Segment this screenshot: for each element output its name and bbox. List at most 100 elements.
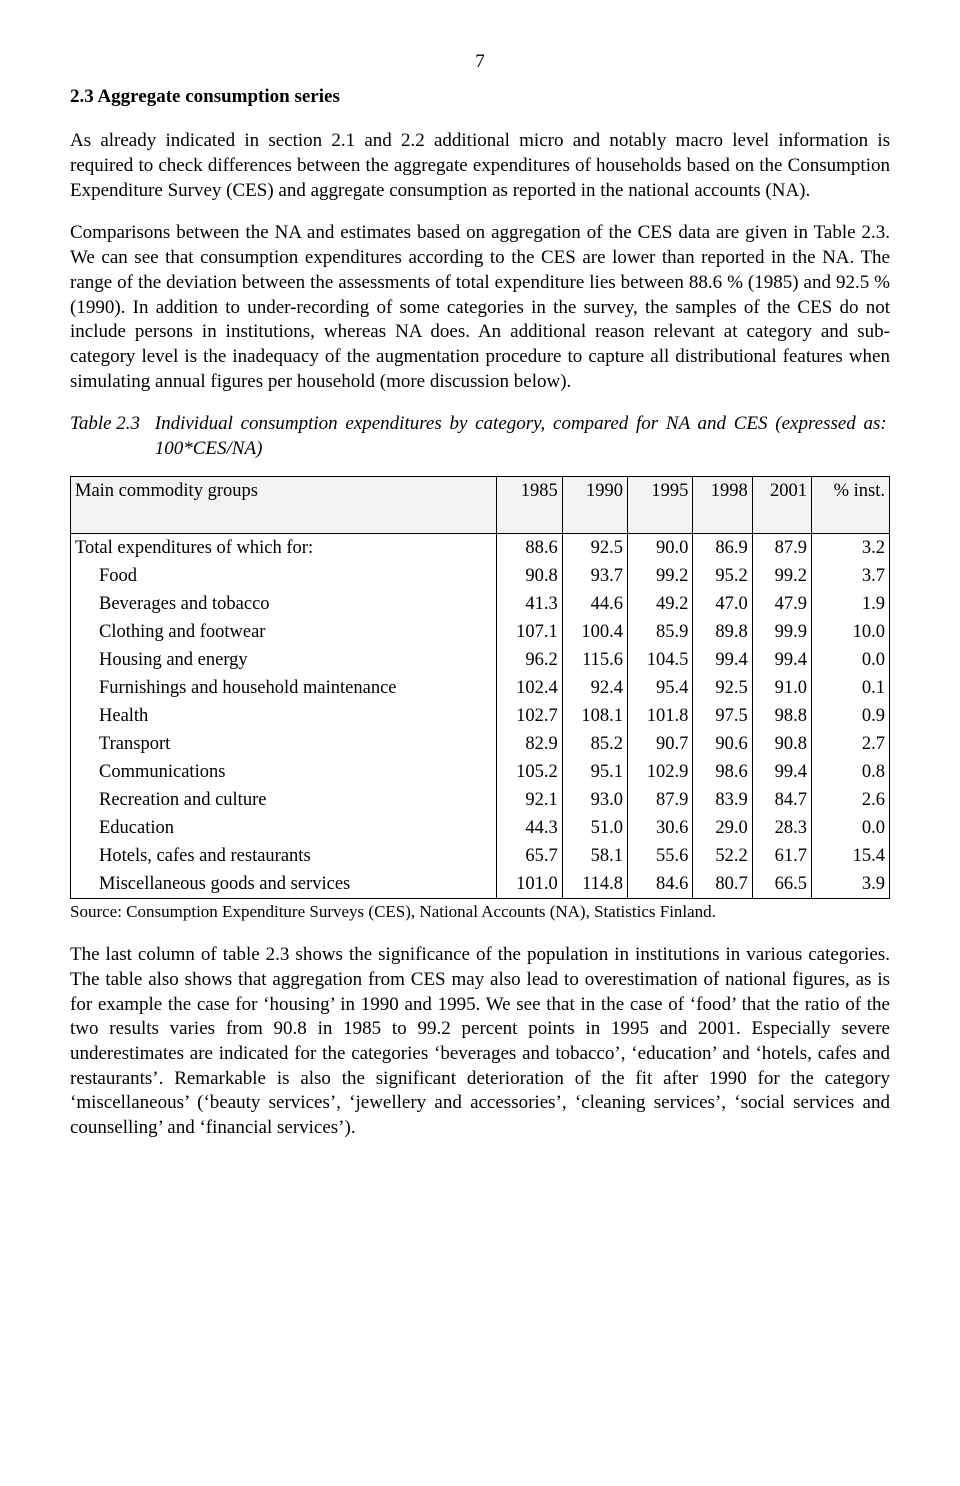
row-label: Miscellaneous goods and services	[71, 870, 497, 899]
row-label: Hotels, cafes and restaurants	[71, 842, 497, 870]
cell-value: 10.0	[812, 618, 890, 646]
row-label: Recreation and culture	[71, 786, 497, 814]
cell-value: 61.7	[752, 842, 811, 870]
cell-value: 87.9	[628, 786, 693, 814]
table-row: Communications105.295.1102.998.699.40.8	[71, 758, 890, 786]
data-table: Main commodity groups 1985 1990 1995 199…	[70, 476, 890, 900]
cell-value: 0.9	[812, 702, 890, 730]
cell-value: 0.0	[812, 646, 890, 674]
col-header-1990: 1990	[562, 476, 627, 533]
cell-value: 107.1	[497, 618, 562, 646]
cell-value: 85.9	[628, 618, 693, 646]
cell-value: 66.5	[752, 870, 811, 899]
row-label: Housing and energy	[71, 646, 497, 674]
cell-value: 85.2	[562, 730, 627, 758]
cell-value: 41.3	[497, 590, 562, 618]
cell-value: 83.9	[693, 786, 752, 814]
cell-value: 102.7	[497, 702, 562, 730]
cell-value: 47.9	[752, 590, 811, 618]
cell-value: 65.7	[497, 842, 562, 870]
table-row: Education44.351.030.629.028.30.0	[71, 814, 890, 842]
cell-value: 2.6	[812, 786, 890, 814]
cell-value: 55.6	[628, 842, 693, 870]
table-row: Transport82.985.290.790.690.82.7	[71, 730, 890, 758]
row-label: Furnishings and household maintenance	[71, 674, 497, 702]
cell-value: 52.2	[693, 842, 752, 870]
cell-value: 104.5	[628, 646, 693, 674]
cell-value: 51.0	[562, 814, 627, 842]
cell-value: 44.3	[497, 814, 562, 842]
cell-value: 86.9	[693, 533, 752, 562]
cell-value: 0.0	[812, 814, 890, 842]
table-row: Clothing and footwear107.1100.485.989.89…	[71, 618, 890, 646]
cell-value: 88.6	[497, 533, 562, 562]
cell-value: 3.7	[812, 562, 890, 590]
paragraph-3: The last column of table 2.3 shows the s…	[70, 943, 890, 1141]
cell-value: 96.2	[497, 646, 562, 674]
cell-value: 2.7	[812, 730, 890, 758]
row-label: Beverages and tobacco	[71, 590, 497, 618]
table-caption: Table 2.3 Individual consumption expendi…	[70, 412, 890, 461]
cell-value: 89.8	[693, 618, 752, 646]
cell-value: 115.6	[562, 646, 627, 674]
cell-value: 84.6	[628, 870, 693, 899]
cell-value: 95.4	[628, 674, 693, 702]
cell-value: 99.2	[628, 562, 693, 590]
cell-value: 29.0	[693, 814, 752, 842]
cell-value: 98.8	[752, 702, 811, 730]
table-caption-label: Table 2.3	[70, 412, 150, 437]
table-row: Total expenditures of which for:88.692.5…	[71, 533, 890, 562]
cell-value: 92.5	[693, 674, 752, 702]
cell-value: 92.4	[562, 674, 627, 702]
cell-value: 92.5	[562, 533, 627, 562]
cell-value: 3.9	[812, 870, 890, 899]
row-label: Food	[71, 562, 497, 590]
cell-value: 30.6	[628, 814, 693, 842]
cell-value: 101.8	[628, 702, 693, 730]
table-row: Recreation and culture92.193.087.983.984…	[71, 786, 890, 814]
col-header-1995: 1995	[628, 476, 693, 533]
cell-value: 114.8	[562, 870, 627, 899]
cell-value: 108.1	[562, 702, 627, 730]
col-header-groups: Main commodity groups	[71, 476, 497, 533]
col-header-2001: 2001	[752, 476, 811, 533]
paragraph-2: Comparisons between the NA and estimates…	[70, 221, 890, 394]
cell-value: 0.1	[812, 674, 890, 702]
section-heading: 2.3 Aggregate consumption series	[70, 85, 890, 110]
table-row: Beverages and tobacco41.344.649.247.047.…	[71, 590, 890, 618]
cell-value: 90.6	[693, 730, 752, 758]
paragraph-1: As already indicated in section 2.1 and …	[70, 129, 890, 203]
cell-value: 99.9	[752, 618, 811, 646]
cell-value: 58.1	[562, 842, 627, 870]
cell-value: 3.2	[812, 533, 890, 562]
row-label: Health	[71, 702, 497, 730]
cell-value: 93.0	[562, 786, 627, 814]
table-row: Food90.893.799.295.299.23.7	[71, 562, 890, 590]
cell-value: 80.7	[693, 870, 752, 899]
cell-value: 97.5	[693, 702, 752, 730]
cell-value: 90.8	[497, 562, 562, 590]
row-label: Transport	[71, 730, 497, 758]
cell-value: 92.1	[497, 786, 562, 814]
table-row: Housing and energy96.2115.6104.599.499.4…	[71, 646, 890, 674]
cell-value: 90.8	[752, 730, 811, 758]
cell-value: 93.7	[562, 562, 627, 590]
cell-value: 95.2	[693, 562, 752, 590]
table-source: Source: Consumption Expenditure Surveys …	[70, 901, 890, 923]
cell-value: 15.4	[812, 842, 890, 870]
col-header-1998: 1998	[693, 476, 752, 533]
col-header-1985: 1985	[497, 476, 562, 533]
table-header-row: Main commodity groups 1985 1990 1995 199…	[71, 476, 890, 533]
row-label: Total expenditures of which for:	[71, 533, 497, 562]
row-label: Communications	[71, 758, 497, 786]
cell-value: 90.7	[628, 730, 693, 758]
table-row: Hotels, cafes and restaurants65.758.155.…	[71, 842, 890, 870]
cell-value: 28.3	[752, 814, 811, 842]
cell-value: 98.6	[693, 758, 752, 786]
cell-value: 91.0	[752, 674, 811, 702]
cell-value: 100.4	[562, 618, 627, 646]
cell-value: 102.9	[628, 758, 693, 786]
cell-value: 99.2	[752, 562, 811, 590]
cell-value: 47.0	[693, 590, 752, 618]
cell-value: 105.2	[497, 758, 562, 786]
